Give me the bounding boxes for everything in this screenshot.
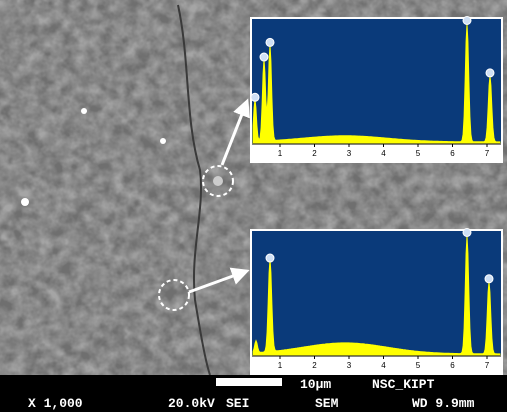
- x-tick-label: 6: [450, 149, 455, 158]
- particle: [213, 176, 223, 186]
- particle: [21, 198, 29, 206]
- scale-bar: [216, 378, 282, 386]
- particle: [160, 138, 166, 144]
- voltage: 20.0kV: [168, 396, 215, 411]
- peak-marker: [485, 275, 493, 283]
- lab-label: NSC_KIPT: [372, 377, 435, 392]
- x-tick-label: 3: [347, 361, 352, 370]
- magnification: X 1,000: [28, 396, 83, 411]
- x-tick-label: 4: [381, 361, 386, 370]
- x-tick-label: 5: [416, 361, 421, 370]
- detector: SEI: [226, 396, 249, 411]
- x-tick-label: 2: [312, 149, 317, 158]
- peak-marker: [266, 254, 274, 262]
- x-tick-label: 7: [485, 361, 490, 370]
- x-tick-label: 5: [416, 149, 421, 158]
- x-tick-label: 3: [347, 149, 352, 158]
- particle: [81, 108, 87, 114]
- sem-figure: 1 2 3 4 5 6 7 1 2 3 4 5 6 7 10µm NSC_KIPT X 1,000 20.…: [0, 0, 507, 412]
- peak-marker: [463, 16, 471, 24]
- peak-marker: [251, 93, 259, 101]
- mode: SEM: [315, 396, 339, 411]
- scale-label: 10µm: [300, 377, 331, 392]
- x-tick-label: 2: [312, 361, 317, 370]
- x-tick-label: 1: [278, 361, 283, 370]
- x-tick-label: 4: [381, 149, 386, 158]
- working-distance: WD 9.9mm: [412, 396, 475, 411]
- x-tick-label: 1: [278, 149, 283, 158]
- peak-marker: [260, 53, 268, 61]
- x-tick-label: 7: [485, 149, 490, 158]
- x-tick-label: 6: [450, 361, 455, 370]
- peak-marker: [463, 228, 471, 236]
- peak-marker: [486, 69, 494, 77]
- peak-marker: [266, 38, 274, 46]
